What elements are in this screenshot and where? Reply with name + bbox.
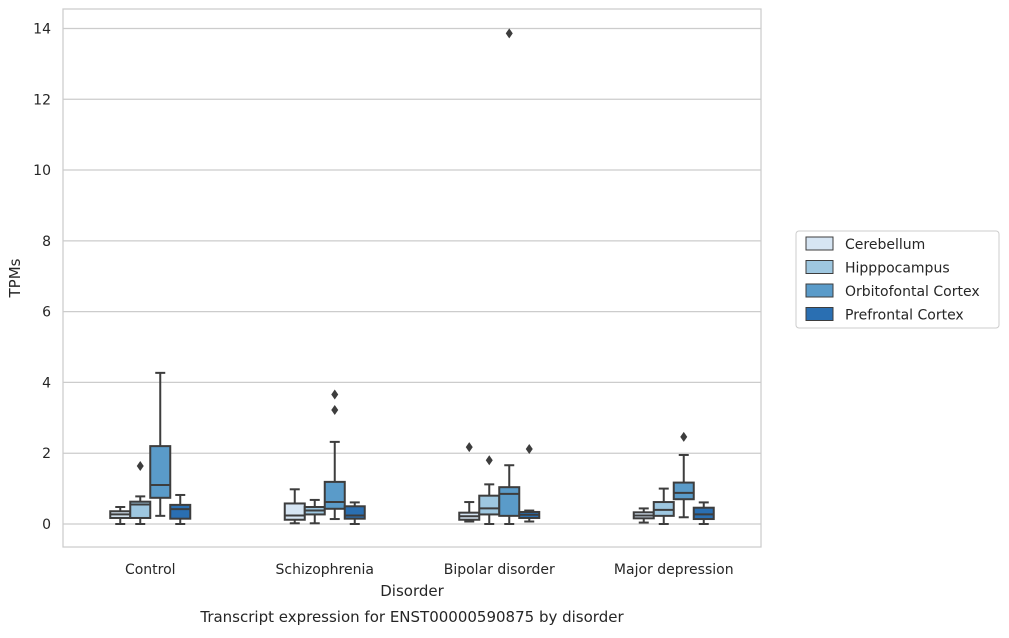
x-axis-label: Disorder <box>380 582 444 600</box>
x-tick-label: Major depression <box>614 562 734 578</box>
legend-swatch <box>805 307 834 321</box>
x-tick-label: Bipolar disorder <box>444 562 555 578</box>
box-iqr <box>343 505 366 520</box>
outlier-point <box>331 389 339 400</box>
plot-area-frame <box>62 8 762 548</box>
outlier-point <box>525 443 533 454</box>
box-plot <box>343 501 366 525</box>
box-iqr <box>478 494 501 516</box>
x-tick-labels: Control Schizophrenia Bipolar disorder Majo… <box>125 562 734 578</box>
legend-items: Cerebellum Hipppocampus Orbitofontal Corte… <box>805 236 980 324</box>
outlier-point <box>680 431 688 442</box>
y-tick-labels: 0 2 4 6 8 10 12 14 <box>33 21 51 533</box>
box-iqr <box>169 503 192 520</box>
outlier-point <box>505 28 513 39</box>
box-plot <box>129 460 152 525</box>
y-tick-label: 8 <box>42 234 51 250</box>
box-plot <box>672 431 695 519</box>
box-plot <box>109 506 132 525</box>
box-plot <box>692 501 715 525</box>
y-tick-label: 0 <box>42 517 51 533</box>
legend-swatch <box>805 283 834 298</box>
box-iqr <box>323 480 346 510</box>
x-tick-label: Schizophrenia <box>276 562 374 578</box>
x-tick-label: Control <box>125 562 176 578</box>
legend-swatch <box>805 236 834 251</box>
y-tick-label: 4 <box>42 375 51 391</box>
box-plot <box>323 389 346 521</box>
chart-title: Transcript expression for ENST0000059087… <box>199 608 624 626</box>
outlier-point <box>136 460 144 471</box>
y-tick-label: 6 <box>42 305 51 321</box>
legend-swatch <box>805 260 834 274</box>
legend: Cerebellum Hipppocampus Orbitofontal Corte… <box>795 230 1000 329</box>
legend-label: Orbitofontal Cortex <box>845 284 980 300</box>
outlier-point <box>331 405 339 416</box>
box-plot <box>303 498 326 525</box>
box-plot <box>652 487 675 525</box>
box-plot <box>149 371 172 517</box>
box-plot <box>283 488 306 525</box>
y-axis-label: TPMs <box>6 258 24 298</box>
box-plot <box>169 493 192 525</box>
legend-label: Hipppocampus <box>845 261 950 277</box>
box-plot <box>518 443 541 523</box>
box-iqr <box>672 481 695 501</box>
outlier-point <box>485 455 493 466</box>
box-plot <box>498 28 521 525</box>
y-tick-label: 12 <box>33 92 51 108</box>
box-iqr <box>283 502 306 521</box>
box-iqr <box>149 445 172 499</box>
box-series <box>109 28 715 525</box>
y-tick-label: 2 <box>42 446 51 462</box>
legend-label: Cerebellum <box>845 237 925 253</box>
box-iqr <box>498 486 521 517</box>
box-iqr <box>692 506 715 521</box>
legend-label: Prefrontal Cortex <box>845 308 964 324</box>
outlier-point <box>465 442 473 453</box>
box-plot <box>458 442 481 523</box>
box-iqr <box>129 500 152 519</box>
y-tick-label: 14 <box>33 21 51 37</box>
y-tick-label: 10 <box>33 163 51 179</box>
legend-frame <box>795 230 1000 329</box>
